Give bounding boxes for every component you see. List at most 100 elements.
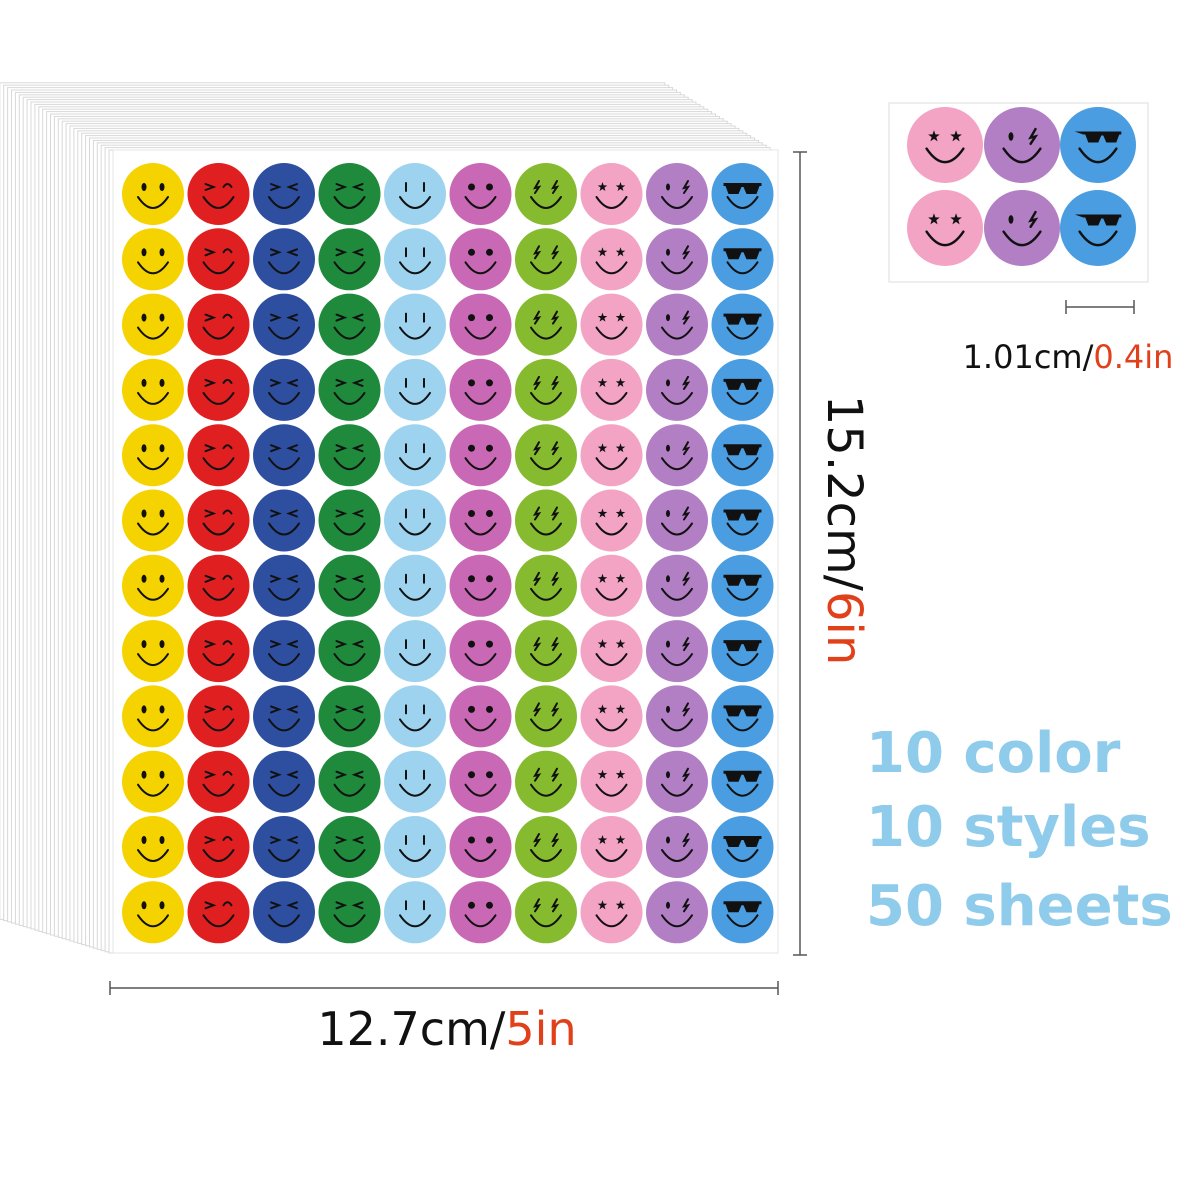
sticker	[449, 358, 512, 421]
eye	[681, 441, 691, 456]
sticker	[187, 750, 250, 813]
smile	[399, 326, 431, 340]
smile	[399, 914, 431, 928]
smile	[661, 653, 693, 667]
eye	[351, 640, 364, 649]
smile	[137, 718, 169, 732]
sticker	[318, 293, 381, 356]
smile	[202, 261, 235, 275]
eye	[666, 836, 670, 844]
eye	[468, 771, 475, 779]
smile	[464, 326, 497, 340]
smile	[726, 326, 759, 340]
eye	[286, 444, 298, 453]
sticker	[318, 489, 381, 552]
smile	[464, 261, 497, 275]
eye	[351, 770, 364, 779]
eye	[335, 313, 348, 322]
eye	[468, 901, 475, 909]
eye	[532, 767, 542, 782]
smile	[661, 522, 693, 536]
sticker	[711, 685, 774, 748]
sticker	[515, 816, 577, 878]
eye	[615, 182, 626, 192]
sticker	[515, 881, 577, 944]
feature: 10 styles	[866, 795, 1151, 860]
sticker	[384, 750, 446, 813]
smile	[661, 326, 693, 340]
sticker	[187, 163, 250, 225]
smile	[530, 326, 562, 340]
eye	[666, 379, 670, 387]
sticker	[253, 881, 315, 944]
sunglasses	[1074, 214, 1122, 226]
eye	[222, 836, 233, 841]
smile	[661, 261, 693, 275]
eye	[141, 248, 147, 257]
sunglasses	[723, 183, 762, 194]
sticker	[318, 554, 381, 617]
smile	[661, 783, 693, 797]
smile	[595, 261, 628, 275]
eye	[681, 375, 691, 390]
smile	[202, 457, 235, 471]
smile	[530, 391, 562, 405]
eye	[159, 901, 165, 910]
eye	[597, 573, 608, 583]
sticker	[646, 293, 708, 356]
sticker	[187, 620, 250, 683]
eye	[486, 183, 493, 191]
sticker	[646, 228, 708, 291]
eye	[286, 183, 298, 191]
eye	[335, 183, 348, 191]
eye	[597, 900, 608, 910]
eye	[351, 248, 364, 257]
smile	[1002, 230, 1042, 247]
eye	[204, 836, 217, 844]
eye	[204, 640, 217, 649]
eye	[286, 705, 298, 714]
eye	[204, 313, 217, 322]
sticker	[187, 816, 250, 878]
eye	[666, 248, 670, 256]
eye	[468, 836, 475, 844]
sticker	[253, 816, 315, 878]
eye	[597, 312, 608, 322]
eye	[270, 770, 282, 779]
sticker	[907, 107, 983, 183]
sticker	[122, 685, 184, 748]
eye	[222, 574, 233, 580]
sunglasses	[723, 248, 762, 260]
sticker	[711, 228, 774, 291]
sticker	[253, 228, 315, 291]
eye	[159, 444, 165, 453]
smile	[726, 653, 759, 667]
smile	[661, 849, 693, 862]
sticker	[187, 489, 250, 552]
height-cm: 15.2cm/	[816, 395, 872, 592]
sticker	[253, 163, 315, 225]
eye	[335, 901, 348, 910]
sticker	[515, 554, 577, 617]
eye	[486, 705, 493, 713]
smile	[333, 849, 366, 862]
smile	[726, 718, 759, 732]
sticker	[711, 489, 774, 552]
smile	[399, 261, 431, 275]
eye	[615, 639, 626, 649]
sticker	[449, 424, 512, 487]
eye	[204, 901, 217, 910]
sunglasses	[723, 640, 762, 652]
eye	[335, 378, 348, 387]
sunglasses	[723, 574, 762, 586]
eye	[335, 574, 348, 583]
smile	[464, 718, 497, 732]
eye	[666, 183, 670, 191]
eye	[597, 443, 608, 453]
feature: 10 color	[866, 721, 1121, 786]
height-in: 6in	[816, 591, 872, 665]
eye	[335, 836, 348, 844]
eye	[486, 379, 493, 387]
eye	[351, 378, 364, 387]
